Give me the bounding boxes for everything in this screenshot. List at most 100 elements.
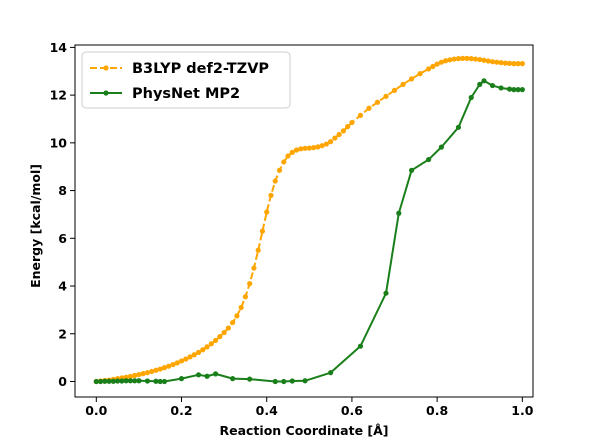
data-point [191, 352, 197, 358]
data-point [451, 56, 457, 62]
data-point [259, 228, 266, 234]
data-point [144, 370, 151, 376]
data-point [281, 378, 287, 385]
data-point [204, 373, 210, 379]
data-point [200, 347, 206, 353]
data-point [323, 141, 329, 147]
data-point [494, 59, 500, 65]
data-point [298, 146, 304, 152]
x-tick-label: 0.4 [256, 403, 278, 418]
data-point [400, 81, 406, 87]
x-axis-label: Reaction Coordinate [Å] [219, 423, 388, 438]
series-2 [93, 78, 525, 385]
x-tick-label: 0.0 [85, 403, 107, 418]
data-point [264, 209, 270, 215]
data-point [123, 374, 129, 380]
data-point [225, 325, 231, 331]
series-layer [93, 55, 525, 385]
data-point [293, 147, 300, 153]
data-point [340, 128, 347, 134]
data-point [166, 363, 172, 369]
data-point [251, 265, 257, 271]
data-point [438, 144, 444, 150]
data-point [443, 58, 449, 64]
data-point [140, 371, 146, 377]
data-point [489, 59, 496, 65]
data-point [132, 372, 138, 379]
data-point [161, 378, 168, 385]
data-point [153, 378, 159, 384]
data-point [477, 81, 483, 87]
data-point [178, 358, 185, 364]
data-point [281, 159, 287, 165]
data-point [144, 378, 151, 384]
data-point [383, 290, 389, 296]
data-point [481, 57, 487, 63]
data-point [366, 105, 372, 111]
data-point [438, 59, 444, 65]
data-point [208, 341, 214, 347]
data-point [328, 139, 334, 145]
data-point [153, 367, 159, 373]
data-point [426, 156, 432, 163]
legend-marker [103, 65, 109, 71]
data-point [502, 60, 508, 66]
data-point [195, 349, 202, 355]
data-point [374, 99, 381, 105]
data-point [302, 145, 308, 151]
data-point [238, 304, 244, 311]
data-point [417, 71, 423, 77]
data-point [391, 87, 398, 93]
x-tick-label: 0.2 [170, 403, 192, 418]
data-point [498, 85, 504, 91]
data-point [289, 378, 295, 384]
data-point [506, 86, 513, 92]
y-tick-label: 8 [58, 183, 67, 198]
data-point [119, 378, 125, 384]
data-point [110, 378, 116, 384]
data-point [157, 366, 163, 372]
series-1 [93, 55, 525, 385]
data-point [498, 60, 504, 66]
data-point [272, 178, 278, 184]
data-point [357, 112, 364, 118]
data-point [255, 247, 261, 253]
data-point [221, 329, 227, 336]
data-point [447, 57, 453, 63]
data-point [132, 378, 138, 384]
data-point [247, 281, 253, 287]
data-point [276, 167, 283, 173]
data-point [161, 365, 168, 371]
data-point [157, 378, 163, 385]
data-point [230, 319, 236, 326]
x-tick-label: 0.8 [426, 403, 448, 418]
data-point [460, 55, 466, 61]
data-point [481, 78, 487, 84]
data-point [106, 378, 112, 384]
data-point [472, 56, 479, 62]
data-point [127, 373, 133, 380]
data-point [468, 94, 474, 101]
x-tick-label: 1.0 [511, 403, 533, 418]
y-tick-label: 2 [58, 326, 67, 341]
data-point [357, 343, 364, 349]
data-point [285, 153, 291, 159]
data-point [485, 58, 491, 64]
data-point [515, 87, 521, 93]
y-axis-label: Energy [kcal/mol] [28, 164, 43, 288]
y-tick-label: 4 [58, 279, 67, 294]
data-point [174, 360, 180, 366]
data-point [178, 376, 185, 382]
data-point [302, 378, 308, 384]
data-point [123, 378, 129, 384]
data-point [315, 144, 321, 150]
data-point [170, 361, 176, 368]
data-point [234, 313, 240, 319]
y-tick-label: 6 [58, 231, 67, 246]
data-point [247, 376, 253, 382]
y-tick-label: 12 [50, 88, 67, 103]
legend-entry: B3LYP def2-TZVP [132, 61, 269, 77]
data-point [332, 135, 338, 141]
data-point [272, 378, 278, 385]
legend: B3LYP def2-TZVP PhysNet MP2 [81, 51, 291, 109]
